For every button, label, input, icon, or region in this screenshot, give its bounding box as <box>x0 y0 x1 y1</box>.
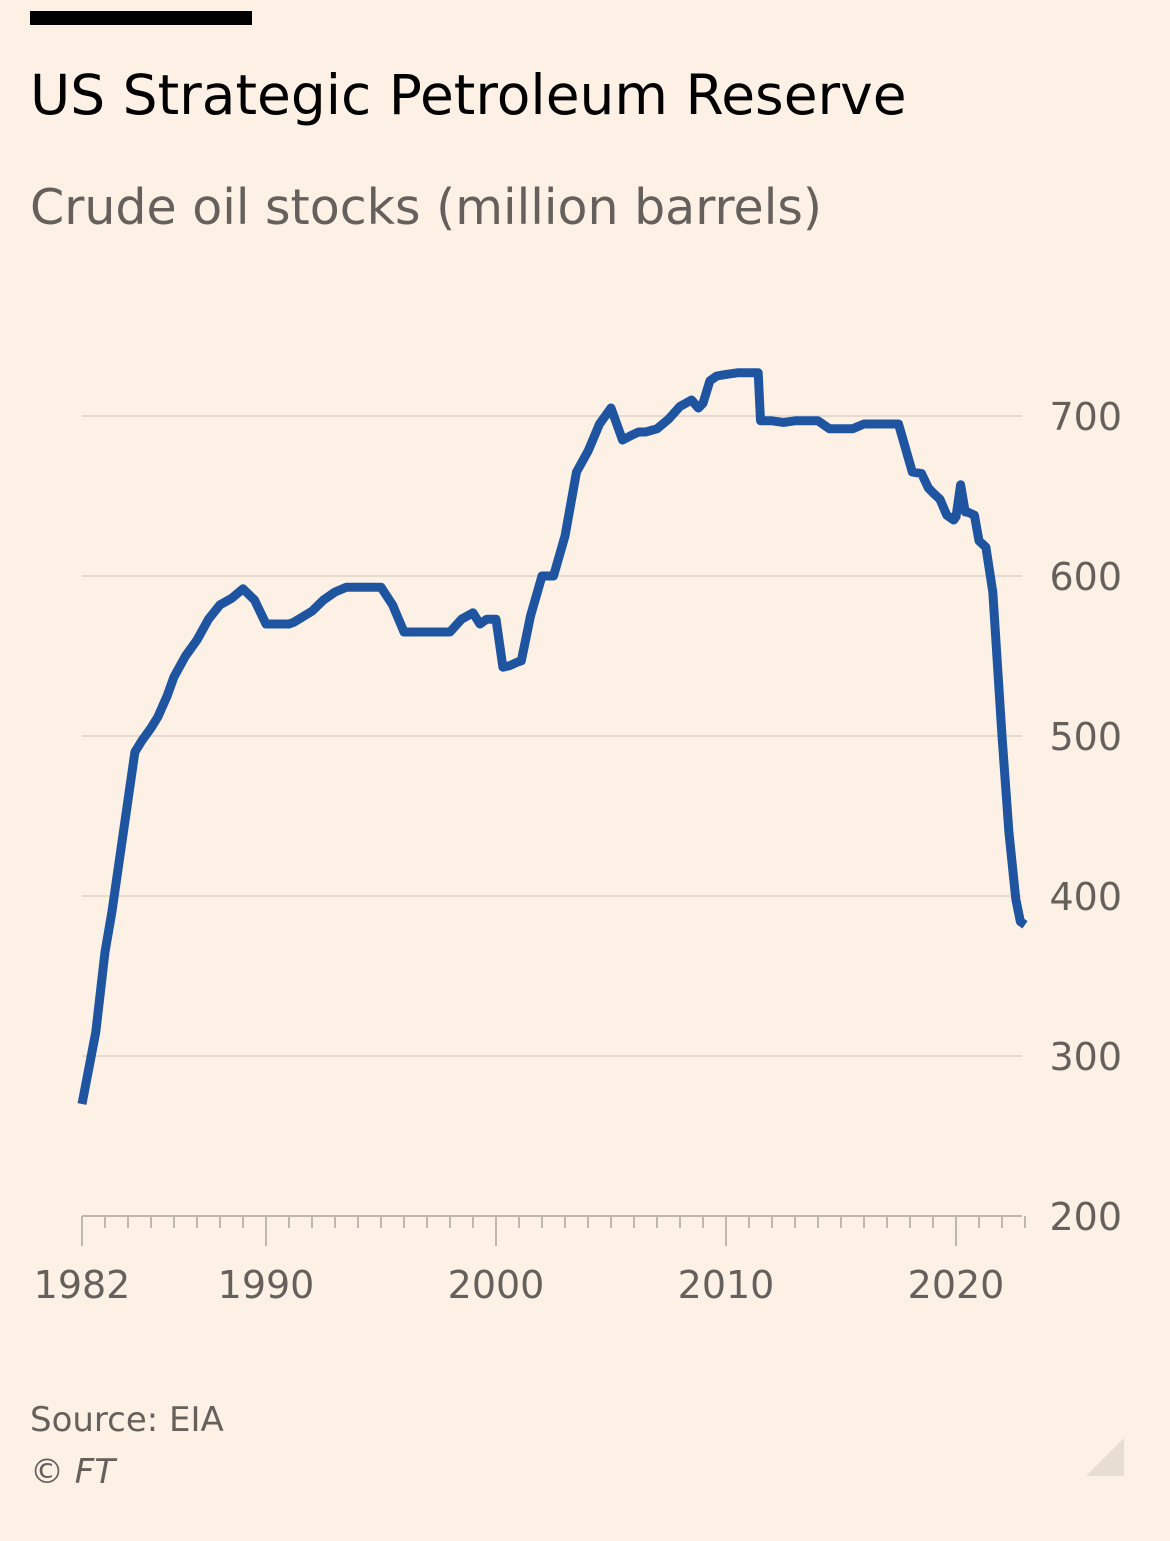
y-tick-label: 700 <box>1049 395 1122 439</box>
gridlines <box>82 415 1022 1057</box>
y-tick-label: 600 <box>1049 555 1122 599</box>
source-note: Source: EIA <box>30 1400 224 1440</box>
chart-subtitle: Crude oil stocks (million barrels) <box>30 179 822 236</box>
y-tick-label: 300 <box>1049 1035 1122 1079</box>
line-chart: 1982 1990 2000 2010 2020 200 300 400 500 600 700 <box>34 368 1122 1307</box>
resize-corner-icon <box>1086 1438 1124 1476</box>
x-tick-label: 2020 <box>908 1263 1005 1307</box>
x-tick-label: 2000 <box>448 1263 545 1307</box>
chart-title: US Strategic Petroleum Reserve <box>30 63 907 127</box>
copyright-note: © FT <box>30 1452 116 1492</box>
x-tick-label: 1982 <box>34 1263 131 1307</box>
y-tick-label: 200 <box>1049 1195 1122 1239</box>
y-axis: 200 300 400 500 600 700 <box>1049 395 1122 1239</box>
x-tick-label: 1990 <box>218 1263 315 1307</box>
series-line <box>77 368 1028 1105</box>
y-tick-label: 500 <box>1049 715 1122 759</box>
x-axis: 1982 1990 2000 2010 2020 <box>34 1215 1026 1307</box>
y-tick-label: 400 <box>1049 875 1122 919</box>
top-accent-bar <box>30 11 252 25</box>
x-tick-label: 2010 <box>678 1263 775 1307</box>
series-layer <box>77 368 1028 1105</box>
